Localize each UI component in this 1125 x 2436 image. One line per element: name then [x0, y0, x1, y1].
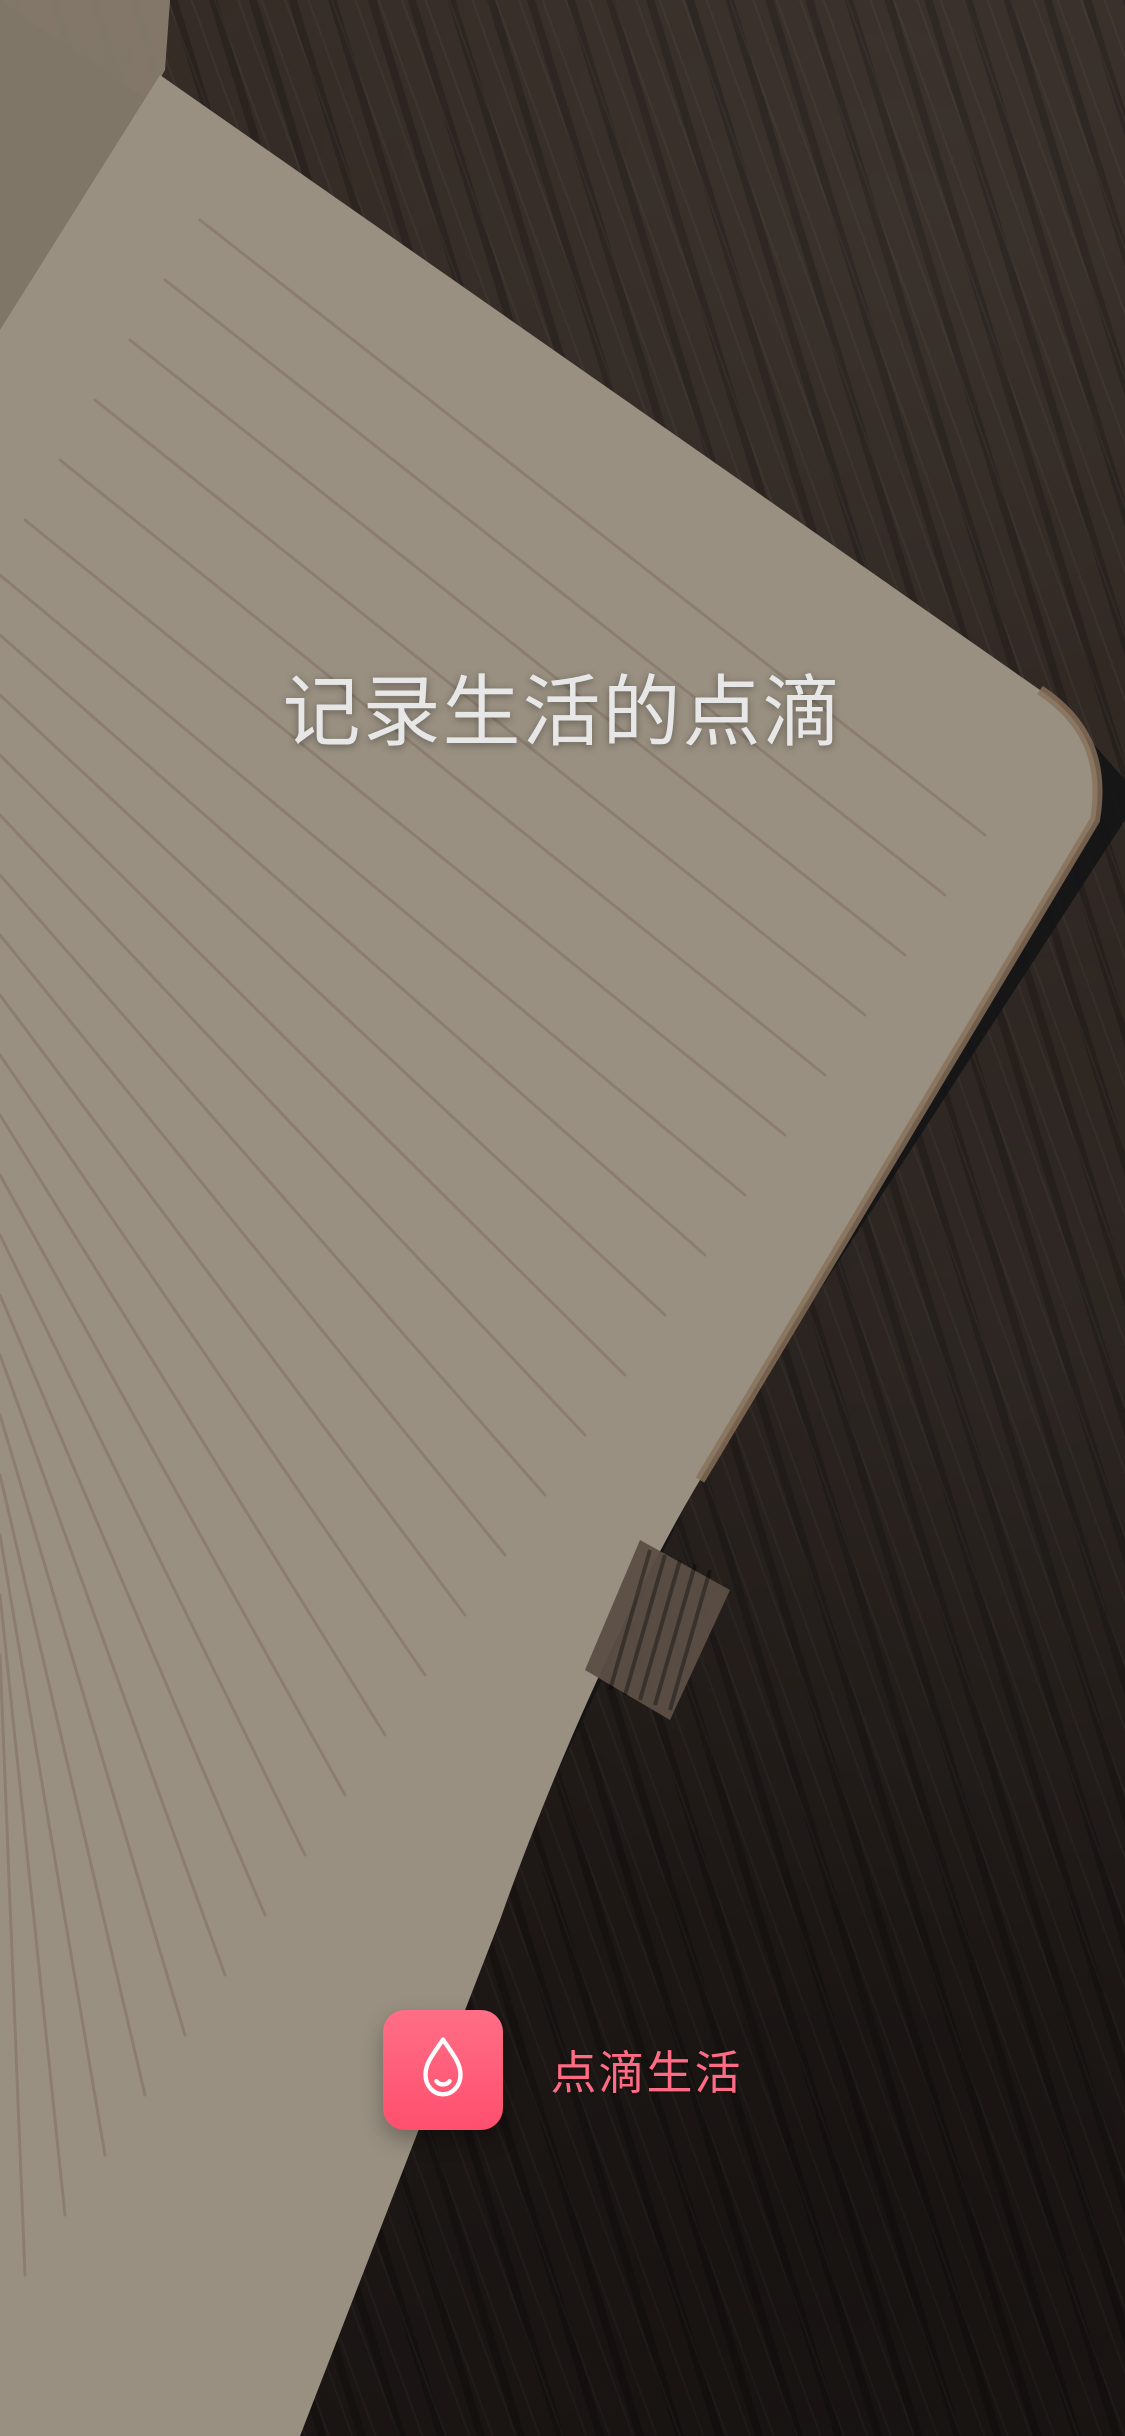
- splash-headline: 记录生活的点滴: [282, 668, 843, 758]
- water-drop-icon: [408, 2033, 478, 2107]
- app-icon: [382, 2010, 503, 2130]
- app-name: 点滴生活: [550, 2046, 743, 2100]
- brand-lockup: 点滴生活: [0, 2000, 1125, 2140]
